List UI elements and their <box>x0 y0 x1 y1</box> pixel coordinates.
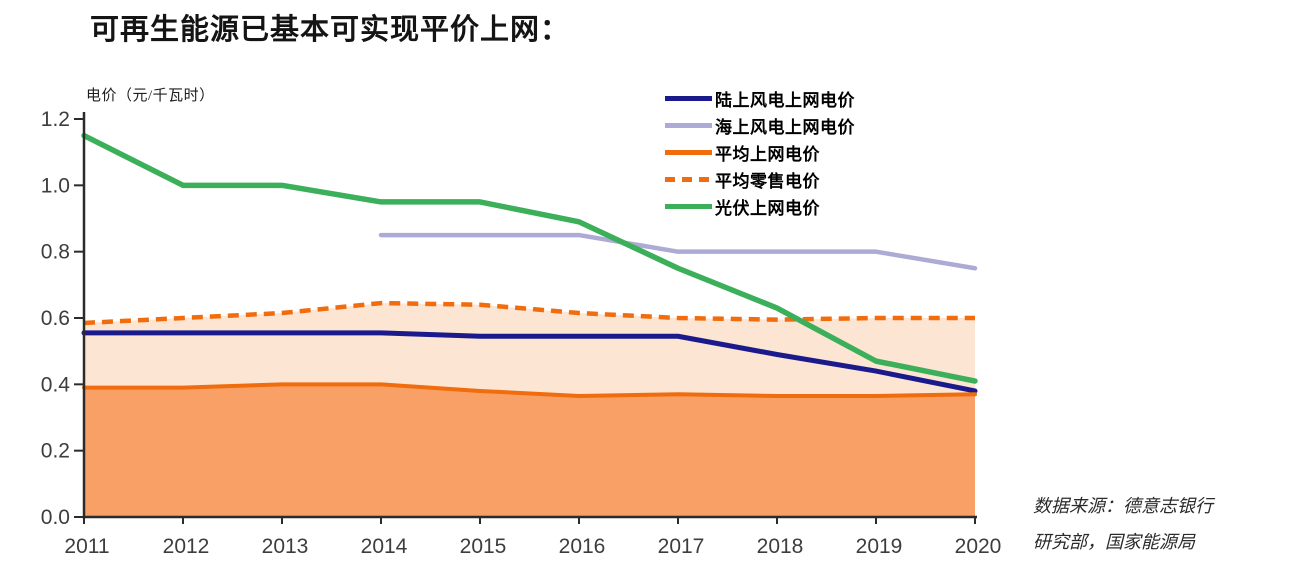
legend-item: 平均零售电价 <box>665 166 855 193</box>
source-line-2: 研究部，国家能源局 <box>1033 532 1195 552</box>
x-tick-label: 2014 <box>361 535 408 558</box>
legend-item: 平均上网电价 <box>665 139 855 166</box>
x-tick-label: 2018 <box>757 535 804 558</box>
y-tick-label: 0.2 <box>41 440 70 463</box>
y-tick-label: 1.2 <box>41 108 70 131</box>
area-fill <box>84 384 975 517</box>
legend-label: 光伏上网电价 <box>715 199 820 218</box>
y-tick-label: 0.4 <box>41 373 71 396</box>
x-tick-label: 2012 <box>163 535 210 558</box>
x-tick-label: 2011 <box>64 535 109 558</box>
y-tick-label: 0.8 <box>41 241 70 264</box>
page-title: 可再生能源已基本可实现平价上网： <box>90 14 571 46</box>
legend-item: 陆上风电上网电价 <box>665 85 855 112</box>
line-swatch-icon <box>665 204 712 209</box>
source-line-1: 数据来源：德意志银行 <box>1033 496 1213 516</box>
y-tick-label: 1.0 <box>41 174 70 197</box>
legend-label: 平均上网电价 <box>715 145 820 164</box>
y-tick-label: 0.0 <box>41 506 70 529</box>
legend-item: 海上风电上网电价 <box>665 112 855 139</box>
x-tick-label: 2017 <box>658 535 705 558</box>
series-line <box>81 330 978 394</box>
x-tick-label: 2016 <box>559 535 606 558</box>
line-swatch-icon <box>665 150 712 155</box>
legend-label: 海上风电上网电价 <box>715 118 855 137</box>
data-source-note: 数据来源：德意志银行 研究部，国家能源局 <box>1033 488 1293 560</box>
legend-label: 陆上风电上网电价 <box>715 91 855 110</box>
series-line <box>83 300 975 326</box>
series-line <box>82 382 977 398</box>
x-tick-label: 2015 <box>460 535 507 558</box>
line-swatch-icon <box>665 123 712 128</box>
x-tick-label: 2019 <box>856 535 903 558</box>
chart-legend: 陆上风电上网电价 海上风电上网电价 平均上网电价 平均零售电价 光伏上网电价 <box>665 85 855 220</box>
legend-item: 光伏上网电价 <box>665 193 855 220</box>
series-line <box>378 232 978 271</box>
x-tick-label: 2013 <box>262 535 309 558</box>
series-line <box>81 132 978 384</box>
y-axis-unit-label: 电价（元/千瓦时） <box>86 88 215 104</box>
x-tick-label: 2020 <box>955 535 1002 558</box>
legend-label: 平均零售电价 <box>715 172 820 191</box>
line-swatch-icon <box>665 96 712 101</box>
y-tick-label: 0.6 <box>41 307 70 330</box>
dashed-line-swatch-icon <box>665 177 712 182</box>
